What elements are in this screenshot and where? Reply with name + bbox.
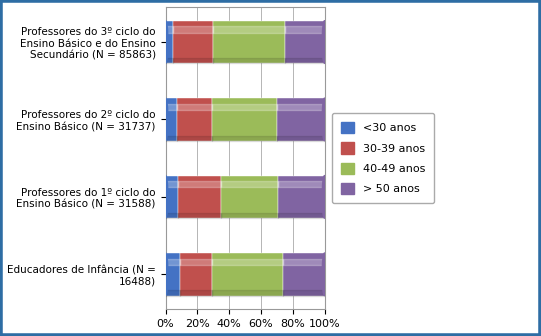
Bar xyxy=(279,181,325,187)
Bar xyxy=(213,58,285,63)
Bar xyxy=(213,26,285,33)
Bar xyxy=(166,26,174,33)
Bar xyxy=(180,253,212,296)
Bar xyxy=(174,21,213,63)
Bar xyxy=(279,213,325,218)
Bar xyxy=(212,136,277,141)
Bar xyxy=(177,104,212,110)
Bar xyxy=(166,213,179,218)
Bar xyxy=(212,253,283,296)
Bar xyxy=(279,176,325,218)
Bar xyxy=(166,58,174,63)
Legend: <30 anos, 30-39 anos, 40-49 anos, > 50 anos: <30 anos, 30-39 anos, 40-49 anos, > 50 a… xyxy=(332,113,434,203)
Bar xyxy=(221,213,279,218)
Ellipse shape xyxy=(163,21,168,63)
Bar xyxy=(283,253,325,296)
Bar xyxy=(166,98,177,141)
Bar xyxy=(285,26,325,33)
Bar xyxy=(166,291,180,296)
Ellipse shape xyxy=(163,176,168,218)
Bar xyxy=(166,258,180,265)
Bar xyxy=(177,98,212,141)
Bar xyxy=(221,176,279,218)
Bar xyxy=(166,176,179,218)
Ellipse shape xyxy=(322,176,327,218)
Bar xyxy=(180,291,212,296)
Bar xyxy=(285,21,325,63)
Bar xyxy=(277,136,325,141)
Bar xyxy=(180,258,212,265)
Bar xyxy=(285,58,325,63)
Bar xyxy=(283,291,325,296)
Bar xyxy=(179,213,221,218)
Bar xyxy=(277,98,325,141)
Bar xyxy=(179,181,221,187)
Ellipse shape xyxy=(163,253,168,296)
Bar xyxy=(179,176,221,218)
Bar xyxy=(212,258,283,265)
Bar xyxy=(212,98,277,141)
Bar xyxy=(174,26,213,33)
Ellipse shape xyxy=(163,98,168,141)
Bar xyxy=(166,21,174,63)
Bar xyxy=(166,136,177,141)
Bar xyxy=(166,181,179,187)
Bar xyxy=(177,136,212,141)
Bar xyxy=(212,291,283,296)
Bar xyxy=(283,258,325,265)
Ellipse shape xyxy=(322,98,327,141)
Bar xyxy=(174,58,213,63)
Bar xyxy=(212,104,277,110)
Bar xyxy=(213,21,285,63)
Bar xyxy=(166,253,180,296)
Ellipse shape xyxy=(322,253,327,296)
Bar xyxy=(277,104,325,110)
Bar xyxy=(166,104,177,110)
Ellipse shape xyxy=(322,21,327,63)
Bar xyxy=(221,181,279,187)
